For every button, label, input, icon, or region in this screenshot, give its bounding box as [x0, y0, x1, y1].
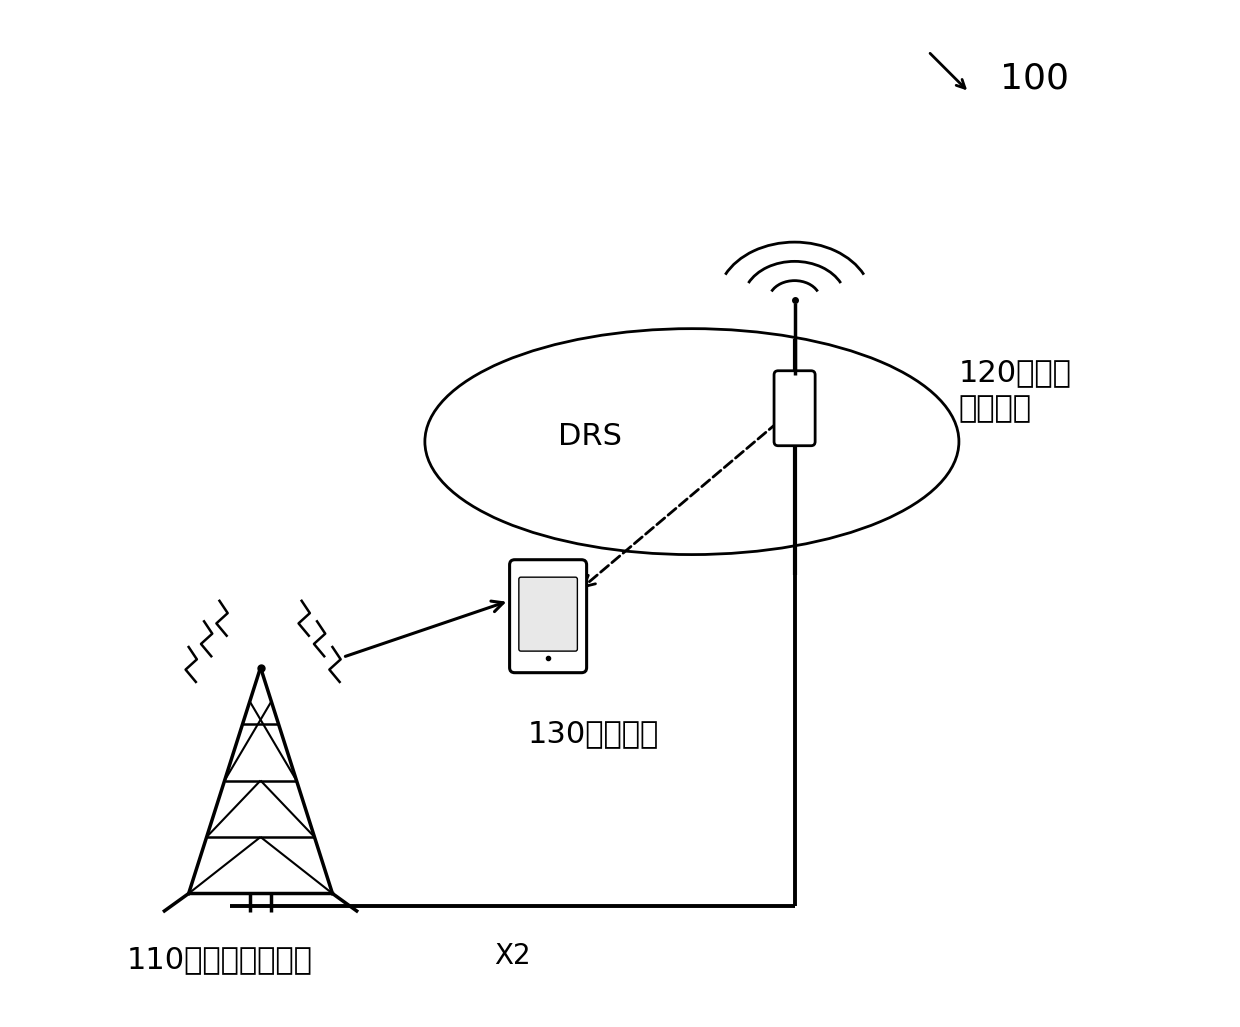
FancyBboxPatch shape — [510, 560, 587, 673]
Text: 100: 100 — [999, 62, 1069, 96]
Text: X2: X2 — [494, 942, 531, 969]
FancyBboxPatch shape — [774, 371, 815, 446]
Text: 110、第一网络节点: 110、第一网络节点 — [126, 945, 312, 974]
Text: DRS: DRS — [558, 422, 622, 451]
FancyBboxPatch shape — [518, 577, 578, 651]
Text: 120、其他
网络节点: 120、其他 网络节点 — [959, 357, 1071, 423]
Text: 130、移动台: 130、移动台 — [527, 719, 658, 748]
